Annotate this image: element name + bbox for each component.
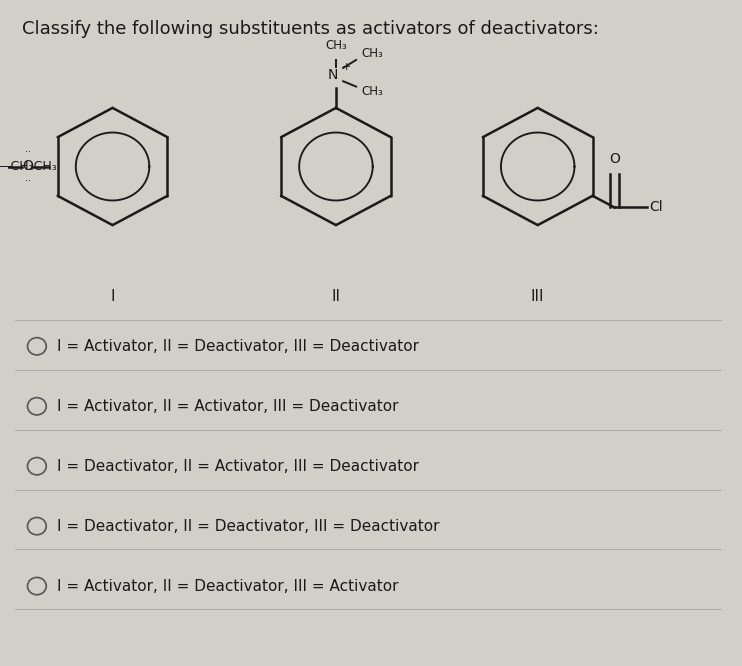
Text: O: O [609, 152, 620, 166]
Text: I = Activator, II = Deactivator, III = Activator: I = Activator, II = Deactivator, III = A… [57, 579, 398, 593]
Text: I = Deactivator, II = Activator, III = Deactivator: I = Deactivator, II = Activator, III = D… [57, 459, 419, 474]
Text: ··: ·· [24, 147, 30, 157]
Text: I = Activator, II = Activator, III = Deactivator: I = Activator, II = Activator, III = Dea… [57, 399, 398, 414]
Text: N: N [327, 67, 338, 82]
Text: III: III [531, 289, 545, 304]
Text: CH₃: CH₃ [361, 47, 383, 60]
Text: Cl: Cl [649, 200, 663, 214]
Text: CH₃: CH₃ [325, 39, 347, 52]
Text: ··: ·· [24, 176, 30, 186]
Text: I = Deactivator, II = Deactivator, III = Deactivator: I = Deactivator, II = Deactivator, III =… [57, 519, 439, 533]
Text: I = Activator, II = Deactivator, III = Deactivator: I = Activator, II = Deactivator, III = D… [57, 339, 419, 354]
Text: Classify the following substituents as activators of deactivators:: Classify the following substituents as a… [22, 20, 600, 38]
Text: —CH₂CH₃: —CH₂CH₃ [0, 160, 56, 173]
Text: I: I [111, 289, 115, 304]
Text: CH₃: CH₃ [361, 85, 383, 98]
Text: O: O [22, 159, 33, 174]
Text: +: + [341, 61, 351, 72]
Text: II: II [332, 289, 341, 304]
